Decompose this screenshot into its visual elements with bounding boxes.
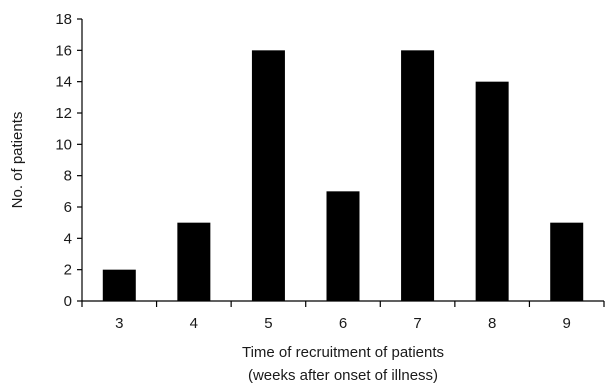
y-tick-label: 12 (55, 105, 72, 122)
bar-week-8 (476, 82, 509, 301)
bar-week-6 (327, 191, 360, 301)
y-tick-label: 10 (55, 136, 72, 153)
y-tick-label: 0 (64, 293, 72, 310)
bar-week-4 (177, 223, 210, 301)
bar-week-9 (550, 223, 583, 301)
y-tick-label: 8 (64, 168, 72, 185)
y-tick-label: 16 (55, 42, 72, 59)
y-tick-label: 2 (64, 262, 72, 279)
x-tick-label: 4 (190, 315, 198, 332)
x-tick-label: 3 (115, 315, 123, 332)
x-axis-title-line-1: Time of recruitment of patients (242, 344, 444, 361)
y-axis-title: No. of patients (9, 112, 26, 209)
x-tick-label: 7 (413, 315, 421, 332)
y-ticks: 0 2 4 6 8 10 12 14 16 18 (55, 11, 82, 310)
x-axis-title-line-2: (weeks after onset of illness) (248, 367, 438, 384)
bar-week-5 (252, 50, 285, 301)
x-axis: 3 4 5 6 7 8 9 (82, 301, 604, 332)
x-tick-label: 9 (563, 315, 571, 332)
bar-week-7 (401, 50, 434, 301)
y-tick-label: 6 (64, 199, 72, 216)
bars (103, 50, 583, 301)
y-tick-label: 4 (64, 230, 72, 247)
bar-week-3 (103, 270, 136, 301)
y-tick-label: 14 (55, 74, 72, 91)
x-tick-label: 5 (264, 315, 272, 332)
y-tick-label: 18 (55, 11, 72, 28)
x-ticks: 3 4 5 6 7 8 9 (82, 301, 604, 332)
y-axis: 0 2 4 6 8 10 12 14 16 18 (55, 11, 82, 310)
x-tick-label: 8 (488, 315, 496, 332)
x-tick-label: 6 (339, 315, 347, 332)
